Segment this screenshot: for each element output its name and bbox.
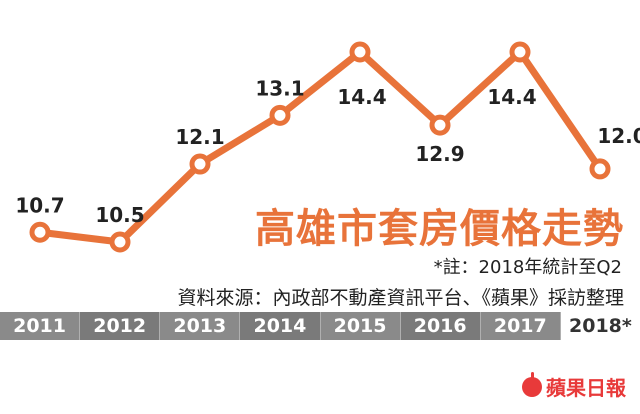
data-point xyxy=(109,231,131,253)
data-label: 10.7 xyxy=(15,193,64,217)
x-tick-label: 2013 xyxy=(160,312,241,340)
data-labels: 10.7 10.5 12.1 13.1 14.4 12.9 14.4 12.0 xyxy=(15,76,640,227)
data-point xyxy=(269,104,291,126)
data-point xyxy=(29,221,51,243)
brand-name: 蘋果日報 xyxy=(546,376,626,400)
data-point xyxy=(589,158,611,180)
x-tick-label: 2017 xyxy=(480,312,561,340)
brand-logo: 蘋果日報 xyxy=(522,371,626,401)
data-point xyxy=(429,114,451,136)
series-line xyxy=(36,48,604,246)
data-label: 13.1 xyxy=(255,76,304,100)
x-tick-label: 2012 xyxy=(80,312,161,340)
chart-title: 高雄市套房價格走勢 xyxy=(255,206,624,252)
data-label: 12.9 xyxy=(415,142,464,166)
apple-icon xyxy=(522,371,542,397)
data-point xyxy=(189,153,211,175)
x-tick-label: 2011 xyxy=(0,312,81,340)
data-point xyxy=(509,41,531,63)
x-tick-label: 2018* xyxy=(560,312,640,340)
chart-source: 資料來源：內政部不動產資訊平台、《蘋果》採訪整理 xyxy=(177,287,624,309)
data-label: 10.5 xyxy=(95,203,144,227)
x-tick-label: 2016 xyxy=(400,312,481,340)
x-axis: 2011 2012 2013 2014 2015 2016 2017 2018* xyxy=(0,312,640,340)
data-label: 12.0 xyxy=(597,124,640,148)
data-point xyxy=(349,41,371,63)
line-chart: 10.7 10.5 12.1 13.1 14.4 12.9 14.4 12.0 xyxy=(15,41,640,253)
x-tick-label: 2015 xyxy=(320,312,401,340)
chart-note: *註：2018年統計至Q2 xyxy=(433,257,622,278)
data-points xyxy=(29,41,611,253)
data-label: 14.4 xyxy=(337,85,386,109)
x-tick-label: 2014 xyxy=(240,312,321,340)
data-label: 14.4 xyxy=(487,85,536,109)
data-label: 12.1 xyxy=(175,125,224,149)
